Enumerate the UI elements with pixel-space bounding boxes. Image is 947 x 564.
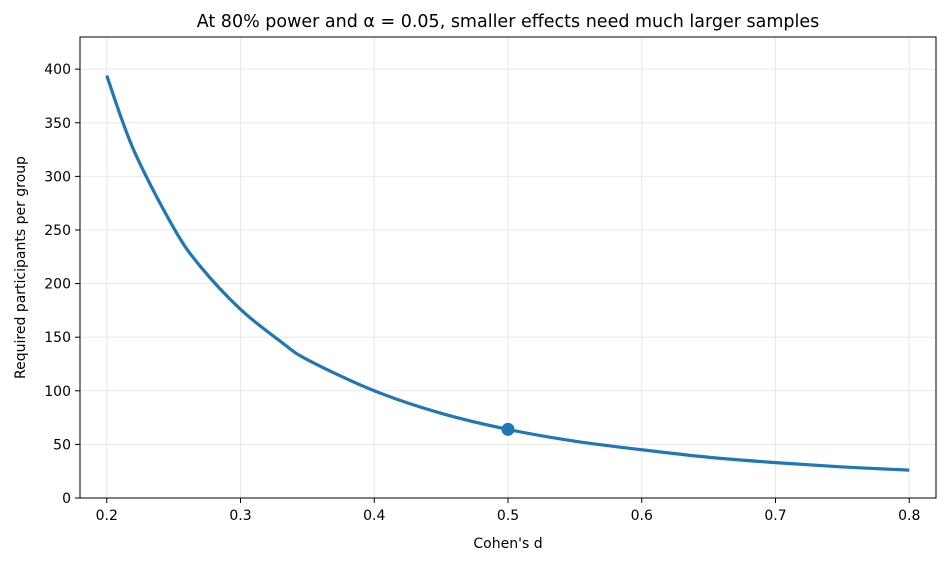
y-axis-label: Required participants per group bbox=[13, 156, 29, 379]
y-tick-label: 400 bbox=[44, 62, 71, 78]
x-tick-label: 0.6 bbox=[631, 508, 653, 524]
x-axis-label: Cohen's d bbox=[473, 536, 542, 552]
y-tick-label: 100 bbox=[44, 384, 71, 400]
ticks: 0.2 0.3 0.4 0.5 0.6 0.7 0.8 0 50 100 150 200 250 300 3… bbox=[44, 62, 920, 524]
y-tick-label: 200 bbox=[44, 277, 71, 293]
chart-title: At 80% power and α = 0.05, smaller effec… bbox=[197, 12, 820, 32]
x-tick-label: 0.3 bbox=[229, 508, 251, 524]
x-tick-label: 0.8 bbox=[898, 508, 920, 524]
series-line bbox=[105, 75, 910, 472]
y-tick-label: 350 bbox=[44, 116, 71, 132]
y-tick-label: 50 bbox=[53, 437, 71, 453]
grid-lines bbox=[80, 37, 936, 499]
y-tick-label: 150 bbox=[44, 330, 71, 346]
y-tick-label: 250 bbox=[44, 223, 71, 239]
highlight-point bbox=[501, 422, 515, 436]
x-tick-label: 0.2 bbox=[96, 508, 118, 524]
series-layer bbox=[105, 75, 910, 472]
y-tick-label: 0 bbox=[62, 491, 71, 507]
x-tick-label: 0.7 bbox=[764, 508, 786, 524]
x-tick-label: 0.4 bbox=[363, 508, 385, 524]
y-tick-label: 300 bbox=[44, 169, 71, 185]
x-tick-label: 0.5 bbox=[497, 508, 519, 524]
